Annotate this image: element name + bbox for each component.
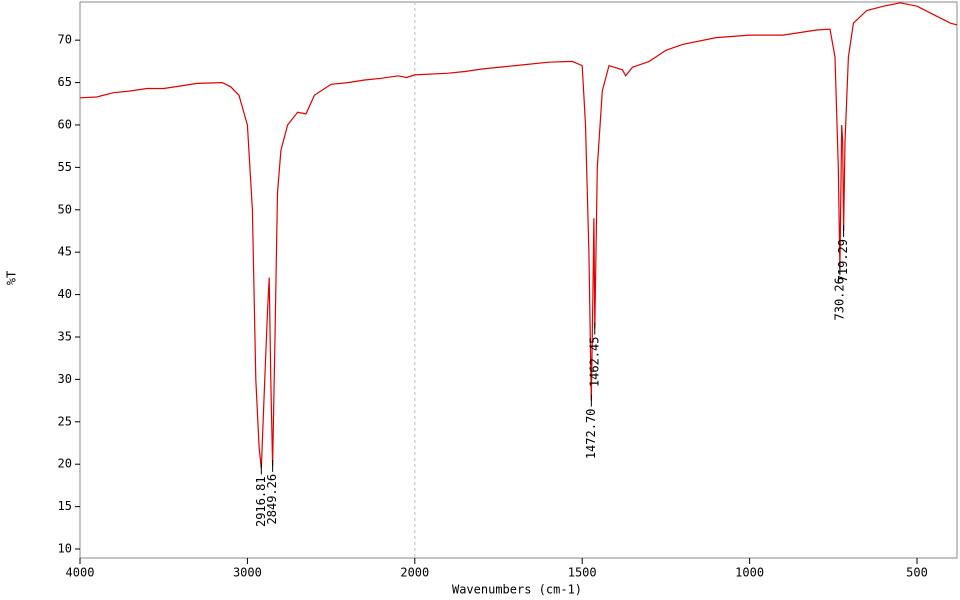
y-tick-label: 40 bbox=[58, 287, 72, 301]
peak-label: 730.26 bbox=[832, 277, 846, 320]
y-tick-label: 70 bbox=[58, 33, 72, 47]
x-tick-label: 1500 bbox=[568, 566, 597, 580]
y-tick-label: 10 bbox=[58, 542, 72, 556]
y-tick-label: 55 bbox=[58, 160, 72, 174]
x-axis-label: Wavenumbers (cm-1) bbox=[452, 583, 582, 597]
x-tick-label: 500 bbox=[906, 566, 928, 580]
peak-label: 1462.45 bbox=[587, 337, 601, 388]
peak-label: 1472.70 bbox=[584, 409, 598, 460]
y-tick-label: 65 bbox=[58, 75, 72, 89]
y-tick-label: 50 bbox=[58, 202, 72, 216]
peak-label: 2916.81 bbox=[254, 476, 268, 527]
y-axis-label: %T bbox=[5, 271, 19, 285]
y-tick-label: 35 bbox=[58, 329, 72, 343]
peak-label: 2849.26 bbox=[265, 474, 279, 525]
y-tick-label: 25 bbox=[58, 414, 72, 428]
plot-frame bbox=[79, 1, 958, 559]
y-tick-label: 15 bbox=[58, 499, 72, 513]
y-tick-label: 45 bbox=[58, 245, 72, 259]
peak-label: 719.29 bbox=[836, 239, 850, 282]
y-tick-label: 60 bbox=[58, 117, 72, 131]
y-tick-label: 20 bbox=[58, 457, 72, 471]
spectrum-line bbox=[79, 2, 958, 469]
x-tick-label: 3000 bbox=[233, 566, 262, 580]
x-tick-label: 4000 bbox=[66, 566, 95, 580]
x-tick-label: 2000 bbox=[400, 566, 429, 580]
y-tick-label: 30 bbox=[58, 372, 72, 386]
x-tick-label: 1000 bbox=[735, 566, 764, 580]
